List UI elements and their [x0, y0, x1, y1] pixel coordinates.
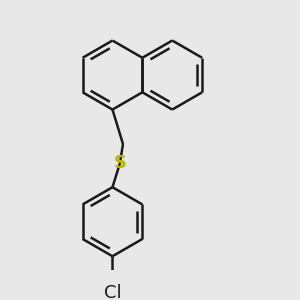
Text: Cl: Cl [104, 284, 121, 300]
Text: S: S [113, 154, 127, 172]
